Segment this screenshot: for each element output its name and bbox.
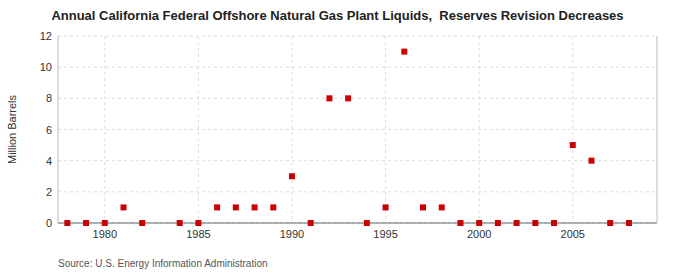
y-tick-label: 8 (46, 92, 52, 104)
point (457, 220, 463, 226)
point (270, 204, 276, 210)
chart-container: 1980 1985 1990 1995 2000 2005 0 2 4 6 8 10 12 Annual … (0, 0, 675, 275)
point (102, 220, 108, 226)
point (121, 204, 127, 210)
point (326, 95, 332, 101)
point (64, 220, 70, 226)
points (64, 49, 632, 226)
point (439, 204, 445, 210)
point (383, 204, 389, 210)
point (476, 220, 482, 226)
title: Annual California Federal Offshore Natur… (51, 8, 623, 23)
point (588, 158, 594, 164)
x-tick-label: 1985 (186, 228, 210, 240)
source: Source: U.S. Energy Information Administ… (58, 258, 268, 269)
y-tick-label: 10 (40, 61, 52, 73)
grid (58, 36, 657, 223)
y-tick-label: 0 (46, 217, 52, 229)
y-tick-label: 12 (40, 30, 52, 42)
point (607, 220, 613, 226)
x-tick-label: 1990 (280, 228, 304, 240)
point (214, 204, 220, 210)
point (570, 142, 576, 148)
plot-edge (657, 36, 658, 223)
point (364, 220, 370, 226)
point (495, 220, 501, 226)
y-tick-label: 2 (46, 186, 52, 198)
x-axis-line (58, 223, 657, 224)
y-tick-label: 4 (46, 155, 52, 167)
x-tick-label: 2005 (561, 228, 585, 240)
point (195, 220, 201, 226)
x-tick-label: 1980 (93, 228, 117, 240)
y-axis-label: Million Barrels (6, 94, 18, 164)
y-grid-line (58, 223, 657, 224)
x-grid-line (104, 36, 105, 223)
x-grid-line (572, 36, 573, 223)
y-axis-line (58, 36, 59, 223)
x-tick-label: 2000 (467, 228, 491, 240)
point (420, 204, 426, 210)
point (289, 173, 295, 179)
point (551, 220, 557, 226)
x-tick-label: 1995 (373, 228, 397, 240)
point (177, 220, 183, 226)
y-tick-label: 6 (46, 124, 52, 136)
point (626, 220, 632, 226)
point (233, 204, 239, 210)
point (514, 220, 520, 226)
x-grid-line (385, 36, 386, 223)
point (252, 204, 258, 210)
point (139, 220, 145, 226)
y-grid-line (58, 129, 657, 130)
point (308, 220, 314, 226)
axes: 1980 1985 1990 1995 2000 2005 0 2 4 6 8 10 12 (40, 30, 657, 240)
y-grid-line (58, 36, 657, 37)
point (345, 95, 351, 101)
y-grid-line (58, 98, 657, 99)
y-grid-line (58, 67, 657, 68)
point (532, 220, 538, 226)
y-grid-line (58, 191, 657, 192)
chart: 1980 1985 1990 1995 2000 2005 0 2 4 6 8 10 12 Annual … (0, 0, 675, 275)
point (401, 49, 407, 55)
y-grid-line (58, 160, 657, 161)
point (83, 220, 89, 226)
